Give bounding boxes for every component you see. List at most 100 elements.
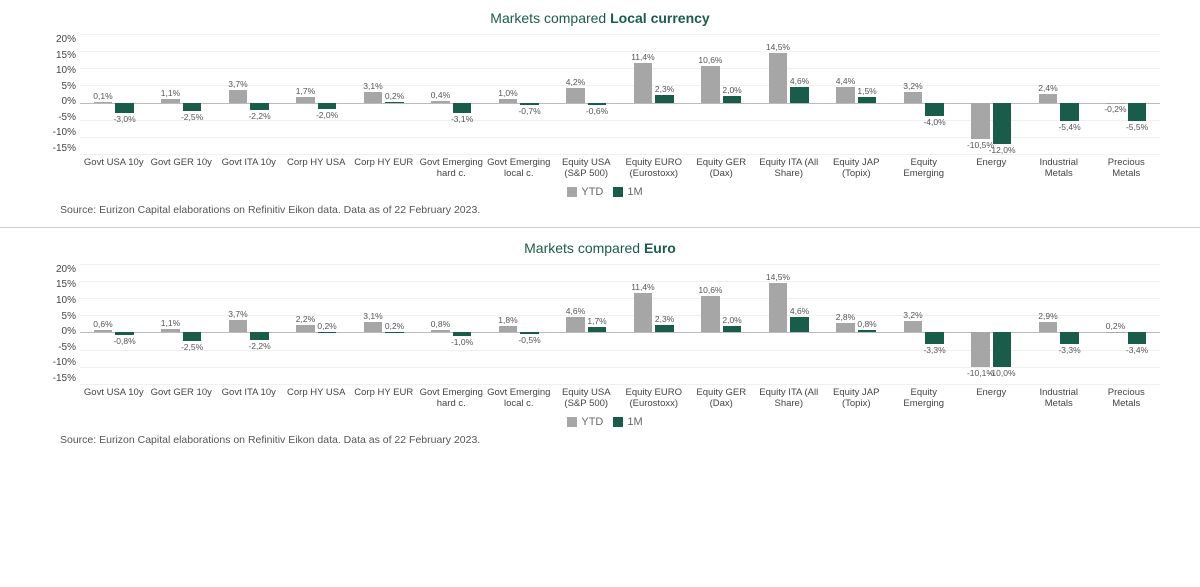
category-group: 14,5%4,6%	[755, 34, 823, 154]
bar-1m	[1128, 332, 1147, 344]
value-label: -5,4%	[1058, 122, 1080, 132]
y-tick-label: 5%	[40, 81, 76, 92]
value-label: 2,2%	[296, 314, 315, 324]
bar-1m	[115, 103, 134, 113]
bar-1m	[453, 332, 472, 335]
bar-1m	[655, 325, 674, 333]
value-label: 14,5%	[766, 42, 790, 52]
value-label: -0,5%	[518, 335, 540, 345]
bar-1m	[183, 332, 202, 341]
bar-ytd	[566, 88, 585, 102]
x-label: Equity ITA (All Share)	[755, 384, 823, 410]
legend: YTD1M	[40, 186, 1160, 198]
y-tick-label: -10%	[40, 127, 76, 138]
x-label: Govt Emerging local c.	[485, 154, 553, 180]
legend-swatch-1m	[613, 417, 623, 427]
category-group: 4,4%1,5%	[823, 34, 891, 154]
bar-ytd	[1039, 94, 1058, 102]
category-group: 1,1%-2,5%	[148, 34, 216, 154]
value-label: 10,6%	[698, 285, 722, 295]
category-group: 10,6%2,0%	[688, 264, 756, 384]
value-label: 0,8%	[431, 319, 450, 329]
value-label: 10,6%	[698, 55, 722, 65]
value-label: 0,1%	[93, 91, 112, 101]
value-label: -3,1%	[451, 114, 473, 124]
bar-1m	[925, 103, 944, 117]
y-tick-label: 20%	[40, 264, 76, 275]
x-label: Equity USA (S&P 500)	[553, 154, 621, 180]
bar-ytd	[836, 323, 855, 333]
value-label: 2,3%	[655, 84, 674, 94]
value-label: 11,4%	[631, 282, 654, 292]
value-label: 2,4%	[1038, 83, 1057, 93]
bar-1m	[183, 103, 202, 112]
x-label: Govt GER 10y	[148, 154, 216, 180]
gridline	[80, 384, 1160, 385]
value-label: -2,5%	[181, 342, 203, 352]
x-label: Equity GER (Dax)	[688, 384, 756, 410]
bar-ytd	[431, 101, 450, 102]
value-label: 0,2%	[1106, 321, 1125, 331]
bar-1m	[318, 103, 337, 110]
category-group: 0,8%-1,0%	[418, 264, 486, 384]
chart-body: 20%15%10%5%0%-5%-10%-15%0,6%-0,8%1,1%-2,…	[40, 264, 1160, 384]
value-label: 3,1%	[363, 311, 382, 321]
value-label: -12,0%	[989, 145, 1016, 155]
category-group: 3,1%0,2%	[350, 34, 418, 154]
value-label: -2,0%	[316, 110, 338, 120]
category-group: 0,6%-0,8%	[80, 264, 148, 384]
value-label: 0,2%	[385, 321, 404, 331]
category-group: -10,1%-10,0%	[958, 264, 1026, 384]
category-group: 11,4%2,3%	[620, 264, 688, 384]
legend-label-1m: 1M	[627, 416, 642, 428]
chart-body: 20%15%10%5%0%-5%-10%-15%0,1%-3,0%1,1%-2,…	[40, 34, 1160, 154]
bar-1m	[993, 103, 1012, 144]
y-tick-label: -5%	[40, 342, 76, 353]
bar-1m	[1128, 103, 1147, 122]
bar-ytd	[634, 63, 653, 102]
category-group: 0,1%-3,0%	[80, 34, 148, 154]
chart-title-bold: Local currency	[610, 10, 710, 26]
category-group: 4,2%-0,6%	[553, 34, 621, 154]
x-label: Govt ITA 10y	[215, 154, 283, 180]
value-label: 4,4%	[836, 76, 855, 86]
value-label: -0,6%	[586, 106, 608, 116]
category-group: 0,2% -3,4%	[1093, 264, 1161, 384]
x-label: Equity GER (Dax)	[688, 154, 756, 180]
bar-1m	[453, 103, 472, 114]
bar-1m	[385, 102, 404, 103]
x-axis-labels: Govt USA 10yGovt GER 10yGovt ITA 10yCorp…	[80, 384, 1160, 410]
x-label: Govt USA 10y	[80, 384, 148, 410]
x-label: Equity EURO (Eurostoxx)	[620, 154, 688, 180]
value-label: 4,6%	[566, 306, 585, 316]
y-tick-label: 15%	[40, 279, 76, 290]
x-label: Precious Metals	[1093, 384, 1161, 410]
value-label: 2,0%	[722, 85, 741, 95]
category-group: 2,2%0,2%	[283, 264, 351, 384]
value-label: -3,3%	[1058, 345, 1080, 355]
value-label: -3,4%	[1126, 345, 1148, 355]
bar-1m	[385, 332, 404, 333]
bar-ytd	[94, 102, 113, 103]
category-group: -0,2%-5,5%	[1093, 34, 1161, 154]
category-group: 10,6% 2,0%	[688, 34, 756, 154]
chart-title: Markets compared Euro	[40, 240, 1160, 256]
y-axis: 20%15%10%5%0%-5%-10%-15%	[40, 34, 80, 154]
x-label: Equity Emerging	[890, 384, 958, 410]
bar-ytd	[769, 53, 788, 103]
category-group: 2,4% -5,4%	[1025, 34, 1093, 154]
chart-panel: Markets compared Local currency20%15%10%…	[0, 0, 1200, 225]
y-tick-label: 15%	[40, 50, 76, 61]
x-label: Precious Metals	[1093, 154, 1161, 180]
x-label: Govt GER 10y	[148, 384, 216, 410]
legend: YTD1M	[40, 416, 1160, 428]
y-tick-label: 0%	[40, 326, 76, 337]
value-label: 1,1%	[161, 88, 180, 98]
x-label: Corp HY EUR	[350, 154, 418, 180]
value-label: 3,1%	[363, 81, 382, 91]
x-label: Industrial Metals	[1025, 384, 1093, 410]
x-label: Govt USA 10y	[80, 154, 148, 180]
bar-ytd	[364, 322, 383, 333]
bar-ytd	[836, 87, 855, 102]
bar-ytd	[229, 320, 248, 333]
